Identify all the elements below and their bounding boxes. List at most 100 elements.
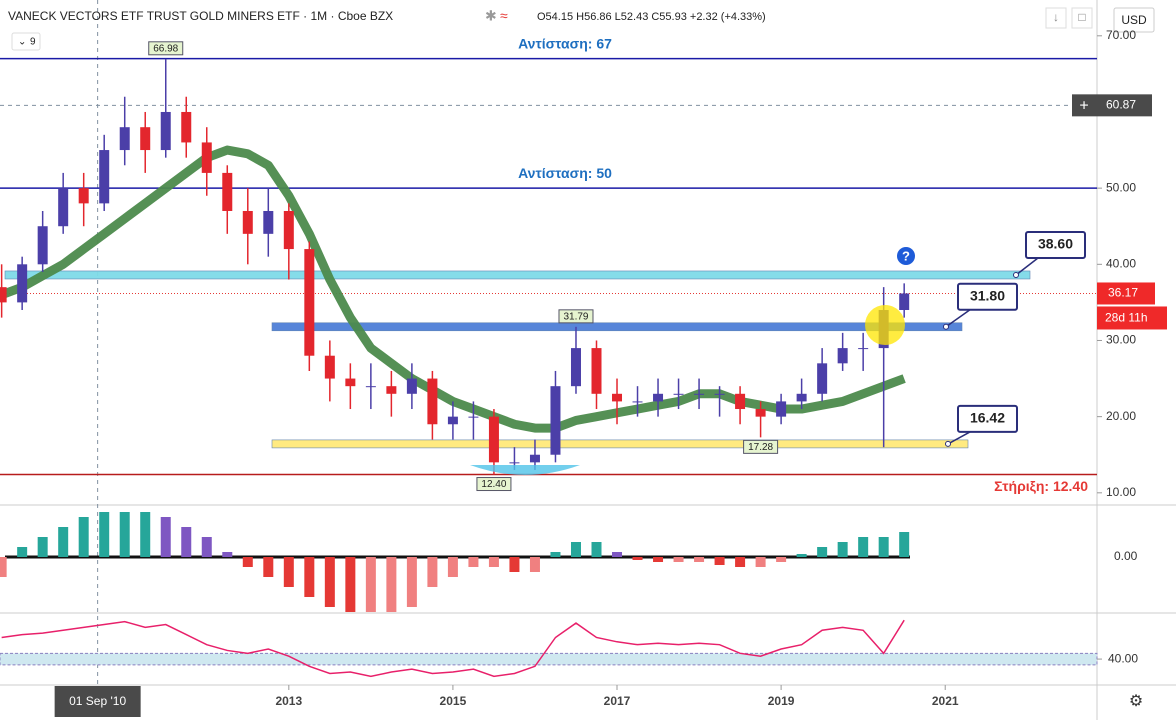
macd-bar (263, 557, 274, 577)
candle-body (817, 363, 828, 394)
x-tick-label: 2019 (768, 694, 795, 708)
callout-label: 31.80 (970, 287, 1005, 303)
candle-body (17, 264, 28, 303)
crosshair-plus: + (1079, 98, 1088, 115)
candle-body (386, 386, 397, 394)
help-icon[interactable] (897, 247, 915, 265)
macd-bar (99, 512, 110, 557)
zone-band (271, 439, 969, 449)
candle-body (365, 386, 376, 388)
macd-bar (858, 537, 869, 557)
candle-body (283, 210, 294, 250)
high-label-box (558, 309, 594, 324)
callout-anchor (1013, 271, 1019, 278)
macd-bar (304, 557, 315, 597)
macd-bar (0, 557, 7, 577)
countdown-label: 28d 11h (1105, 311, 1148, 325)
y-tick-label: 50.00 (1106, 180, 1136, 194)
macd-bar (653, 557, 664, 562)
ohlc-readout: O54.15 H56.86 L52.43 C55.93 +2.32 (+4.33… (537, 11, 766, 23)
candle-body (509, 462, 520, 464)
crosshair-date-box (54, 686, 141, 717)
high-label-box (148, 41, 184, 56)
candle-body (181, 111, 192, 143)
candle-body (899, 293, 910, 311)
indicator-toggle[interactable] (11, 32, 41, 51)
high-label: 31.79 (563, 311, 588, 322)
rsi-band (0, 652, 1098, 666)
rsi-line (1, 619, 905, 678)
callout-box (1025, 230, 1086, 259)
compare-icon[interactable]: ≈ (500, 8, 508, 24)
callout-pointer (945, 309, 971, 328)
macd-bar (878, 537, 889, 557)
currency-label: USD (1121, 13, 1147, 27)
low-label-box (476, 477, 512, 492)
macd-bar (386, 557, 397, 612)
macd-bar (58, 527, 69, 557)
x-tick-label: 2013 (275, 694, 302, 708)
x-tick-label: 2017 (604, 694, 631, 708)
candle-body (119, 127, 130, 151)
macd-bar (899, 532, 910, 557)
macd-bar (488, 557, 499, 567)
rsi-tick-label: 40.00 (1108, 651, 1138, 665)
candle-body (160, 111, 171, 151)
last-price-label: 36.17 (1108, 286, 1138, 300)
currency-box[interactable] (1113, 7, 1155, 33)
macd-bar (406, 557, 417, 607)
macd-bar (817, 547, 828, 557)
macd-bar (673, 557, 684, 562)
scroll-button-glyph: ↓ (1053, 10, 1059, 24)
callout-box (957, 282, 1018, 311)
candle-body (858, 348, 869, 350)
candle-body (222, 172, 233, 211)
candle-body (570, 348, 581, 387)
macd-bar (427, 557, 438, 587)
candle-body (776, 401, 787, 417)
macd-bar (324, 557, 335, 607)
macd-bar (37, 537, 48, 557)
maximize-button[interactable] (1071, 7, 1093, 29)
candle-body (735, 393, 746, 410)
macd-bar (612, 552, 623, 557)
candle-body (406, 378, 417, 394)
candle-body (263, 210, 274, 234)
macd-bar (283, 557, 294, 587)
moving-average (0, 145, 906, 433)
macd-bar (160, 517, 171, 557)
candle-body (58, 188, 69, 227)
candle-body (37, 226, 48, 265)
settings-icon[interactable]: ⚙ (1129, 693, 1143, 710)
highlight-circle (865, 305, 905, 345)
compare-icon[interactable]: ✱ (485, 8, 497, 24)
x-tick-label: 2021 (932, 694, 959, 708)
callout-anchor (945, 440, 951, 447)
callout-label: 16.42 (970, 410, 1005, 426)
macd-bar (714, 557, 725, 565)
candle-body (201, 142, 212, 173)
macd-bar (735, 557, 746, 567)
candle-body (242, 210, 253, 234)
crosshair-price-box (1097, 94, 1152, 117)
candle-body (304, 249, 315, 356)
low-label-box (743, 439, 779, 454)
macd-bar (632, 557, 643, 560)
x-tick-label: 2015 (440, 694, 467, 708)
candle-body (612, 393, 623, 402)
help-icon-glyph: ? (902, 248, 910, 263)
candle-body (694, 393, 705, 395)
level-label: Αντίσταση: 67 (518, 35, 612, 51)
callout-pointer (1015, 257, 1039, 276)
macd-bar (468, 557, 479, 567)
candle-body (673, 393, 684, 395)
maximize-button-glyph: □ (1078, 10, 1085, 24)
symbol-title: VANECK VECTORS ETF TRUST GOLD MINERS ETF… (8, 9, 393, 23)
macd-bar (345, 557, 356, 612)
zone-band (4, 270, 1031, 280)
candle-body (140, 127, 151, 151)
scroll-button[interactable] (1045, 7, 1067, 29)
level-label: Στήριξη: 12.40 (994, 478, 1088, 494)
